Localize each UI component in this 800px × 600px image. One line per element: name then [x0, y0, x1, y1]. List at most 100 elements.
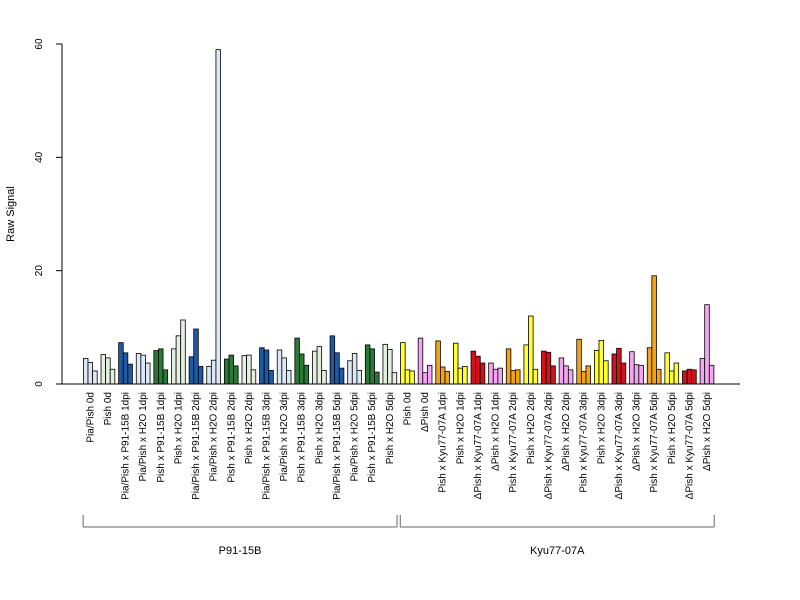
bar — [479, 362, 486, 385]
x-tick-label: Pia/Pish x H2O 2dpi — [209, 392, 220, 482]
bar — [153, 350, 159, 385]
bar — [356, 369, 362, 385]
x-tick-label: ΔPish x H2O 5dpi — [702, 392, 713, 471]
x-tick-label: Pish x Kyu77-07A 1dpi — [438, 392, 449, 493]
bar — [338, 367, 345, 385]
x-tick-label: Pish x H2O 3dpi — [314, 392, 325, 464]
bar — [541, 350, 547, 385]
bar — [162, 369, 169, 385]
y-axis: 0 20 40 60 — [34, 38, 63, 387]
bar — [708, 364, 715, 385]
bar — [404, 369, 411, 385]
x-tick-label: Pia/Pish 0d — [85, 392, 96, 443]
x-tick-label: Pish x H2O 2dpi — [244, 392, 255, 464]
bar — [453, 342, 459, 385]
bar — [673, 362, 680, 385]
bar — [417, 337, 424, 385]
y-tick-label: 0 — [34, 381, 45, 387]
bar — [669, 370, 675, 385]
bar — [488, 362, 494, 385]
bar — [374, 371, 380, 385]
x-tick-label: Pish x Kyu77-07A 2dpi — [508, 392, 519, 493]
bar — [664, 352, 670, 385]
bar — [400, 342, 406, 385]
bar — [593, 350, 600, 385]
bar — [158, 348, 164, 385]
bar — [638, 364, 644, 385]
bar — [497, 367, 503, 385]
bar — [233, 365, 239, 385]
bar — [321, 369, 327, 385]
bar — [603, 360, 609, 385]
bar — [515, 369, 521, 385]
bar — [391, 372, 398, 385]
bar — [83, 358, 89, 385]
bar — [532, 368, 539, 385]
x-tick-label: Pia/Pish x H2O 1dpi — [138, 392, 149, 482]
bar — [462, 366, 468, 385]
group-label: Kyu77-07A — [530, 545, 585, 557]
bar — [118, 342, 124, 385]
x-tick-label: Pia/Pish x P91-15B 3dpi — [262, 392, 273, 500]
bar — [470, 350, 477, 385]
y-tick-label: 60 — [34, 38, 45, 50]
bar — [193, 328, 199, 385]
bar — [369, 348, 375, 385]
bar — [510, 369, 516, 385]
bar — [197, 366, 204, 385]
bar — [387, 349, 393, 385]
bar — [206, 366, 212, 385]
bar — [439, 366, 446, 385]
x-tick-label: Pish x H2O 5dpi — [385, 392, 396, 464]
bar — [241, 355, 247, 385]
x-tick-label: ΔPish x Kyu77-07A 1dpi — [473, 392, 484, 499]
bar — [550, 365, 556, 385]
x-tick-label: Pish x Kyu77-07A 3dpi — [579, 392, 590, 493]
bar — [492, 368, 499, 385]
bar — [686, 368, 693, 385]
bar — [223, 358, 230, 385]
y-tick-label: 20 — [34, 265, 45, 277]
bar — [409, 370, 415, 385]
bar — [87, 362, 93, 385]
bar — [180, 319, 186, 385]
bar — [633, 364, 640, 385]
bar — [629, 351, 635, 385]
bar — [105, 357, 111, 385]
bar — [620, 362, 627, 385]
bar — [281, 357, 287, 385]
bar — [545, 351, 552, 385]
bar — [145, 362, 151, 385]
x-tick-label: Pia/Pish x P91-15B 5dpi — [332, 392, 343, 500]
bar — [567, 369, 574, 385]
bar — [435, 340, 441, 385]
bar — [347, 360, 353, 385]
x-tick-labels: Pia/Pish 0d Pish 0d Pia/Pish x P91-15B 1dp… — [85, 392, 713, 500]
bar — [585, 365, 591, 385]
bar — [646, 347, 653, 385]
bar — [364, 344, 371, 385]
x-tick-label: ΔPish x Kyu77-07A 2dpi — [543, 392, 554, 499]
bar — [303, 364, 310, 385]
bar — [188, 356, 195, 385]
bar — [616, 347, 622, 385]
bar — [576, 338, 582, 385]
x-tick-label: Pish x H2O 1dpi — [173, 392, 184, 464]
y-tick-label: 40 — [34, 151, 45, 163]
bar — [263, 349, 270, 385]
x-tick-label: Pia/Pish x H2O 5dpi — [350, 392, 361, 482]
x-tick-label: Pish x P91-15B 3dpi — [297, 392, 308, 483]
bar — [563, 365, 569, 385]
bar — [682, 370, 688, 385]
x-tick-label: ΔPish x Kyu77-07A 3dpi — [614, 392, 625, 499]
bar — [704, 304, 710, 385]
bar — [210, 359, 217, 385]
x-tick-label: Pia/Pish x H2O 3dpi — [279, 392, 290, 482]
bar — [246, 354, 252, 385]
bar — [122, 352, 129, 385]
bar — [268, 369, 274, 385]
bar — [276, 349, 283, 385]
bar — [316, 346, 323, 385]
x-tick-label: Pish x Kyu77-07A 5dpi — [649, 392, 660, 493]
